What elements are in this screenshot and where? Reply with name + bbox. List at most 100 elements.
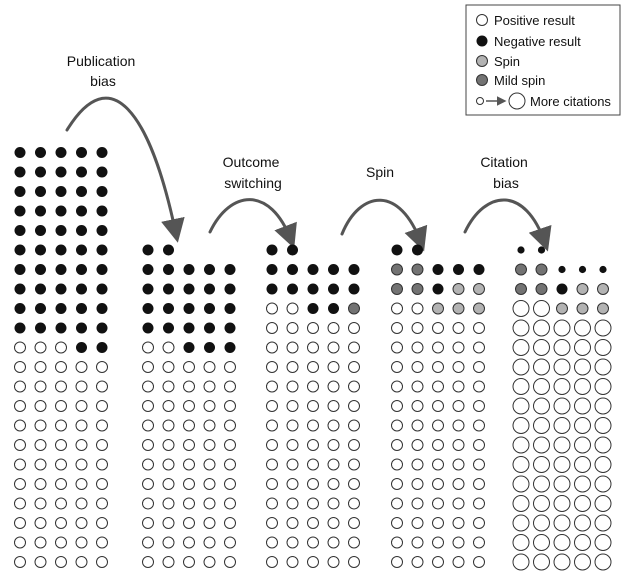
positive-dot bbox=[594, 417, 612, 434]
positive-dot bbox=[594, 495, 612, 512]
positive-dot bbox=[14, 400, 26, 412]
negative-dot bbox=[35, 225, 46, 236]
negative-dot bbox=[35, 264, 46, 275]
mild-spin-dot bbox=[515, 263, 527, 276]
positive-dot bbox=[473, 400, 485, 412]
positive-dot bbox=[391, 341, 403, 354]
positive-dot bbox=[286, 458, 299, 471]
negative-dot bbox=[266, 283, 278, 295]
positive-dot bbox=[142, 478, 154, 490]
negative-dot bbox=[76, 283, 87, 295]
positive-dot bbox=[574, 417, 591, 434]
positive-dot bbox=[411, 458, 424, 471]
positive-dot bbox=[307, 517, 319, 529]
positive-dot bbox=[411, 556, 424, 568]
negative-dot bbox=[453, 264, 464, 275]
positive-dot bbox=[307, 458, 319, 471]
positive-dot bbox=[224, 556, 236, 568]
positive-dot bbox=[75, 517, 88, 529]
negative-dot bbox=[183, 283, 195, 295]
positive-dot bbox=[553, 495, 571, 512]
negative-dot bbox=[142, 264, 154, 275]
positive-dot bbox=[411, 380, 424, 393]
negative-dot bbox=[204, 283, 215, 295]
positive-dot bbox=[307, 322, 319, 334]
positive-dot bbox=[391, 517, 403, 529]
negative-dot bbox=[35, 283, 46, 295]
positive-dot bbox=[14, 556, 26, 568]
positive-dot bbox=[266, 380, 278, 393]
positive-dot bbox=[55, 341, 67, 354]
positive-dot bbox=[473, 497, 485, 510]
positive-dot bbox=[327, 341, 340, 354]
positive-dot bbox=[512, 417, 530, 434]
negative-dot bbox=[96, 147, 108, 158]
positive-dot bbox=[411, 302, 424, 315]
positive-dot bbox=[34, 341, 47, 354]
positive-dot bbox=[55, 517, 67, 529]
negative-dot bbox=[266, 244, 278, 256]
positive-dot bbox=[75, 556, 88, 568]
positive-dot bbox=[142, 556, 154, 568]
negative-dot bbox=[556, 283, 568, 295]
positive-dot bbox=[594, 436, 612, 454]
negative-dot bbox=[14, 244, 26, 256]
positive-dot bbox=[266, 322, 278, 334]
positive-dot bbox=[512, 397, 530, 415]
negative-dot bbox=[76, 186, 87, 197]
negative-dot bbox=[183, 264, 195, 275]
positive-dot bbox=[203, 458, 216, 471]
positive-dot bbox=[75, 439, 88, 451]
positive-dot bbox=[452, 458, 465, 471]
positive-dot bbox=[142, 439, 154, 451]
positive-dot bbox=[266, 439, 278, 451]
positive-dot bbox=[286, 380, 299, 393]
negative-dot bbox=[76, 303, 87, 314]
negative-dot bbox=[76, 342, 87, 353]
positive-dot bbox=[307, 380, 319, 393]
positive-dot bbox=[432, 361, 444, 373]
positive-dot bbox=[75, 400, 88, 412]
negative-dot bbox=[578, 265, 587, 274]
positive-dot bbox=[473, 322, 485, 334]
positive-dot bbox=[96, 458, 108, 471]
positive-dot bbox=[162, 341, 175, 354]
positive-dot bbox=[14, 536, 26, 549]
positive-dot bbox=[327, 419, 340, 432]
stage-label-publication-bias: Publication bias bbox=[67, 53, 139, 89]
positive-dot bbox=[162, 536, 175, 549]
positive-dot bbox=[183, 458, 195, 471]
positive-dot bbox=[183, 439, 195, 451]
positive-dot bbox=[75, 536, 88, 549]
positive-dot bbox=[203, 361, 216, 373]
positive-dot bbox=[286, 322, 299, 334]
positive-dot bbox=[34, 458, 47, 471]
positive-dot bbox=[533, 456, 550, 473]
positive-dot bbox=[432, 536, 444, 549]
positive-dot bbox=[533, 436, 550, 454]
positive-dot bbox=[183, 497, 195, 510]
positive-dot bbox=[432, 380, 444, 393]
mild-spin-dot bbox=[411, 263, 424, 276]
spin-dot bbox=[473, 283, 485, 295]
arrow-publication-bias bbox=[65, 96, 185, 243]
positive-dot bbox=[473, 439, 485, 451]
positive-dot bbox=[391, 400, 403, 412]
dot-grid-all-trials bbox=[14, 147, 108, 568]
positive-dot bbox=[473, 361, 485, 373]
legend-mild-spin-label: Mild spin bbox=[494, 73, 545, 88]
positive-dot bbox=[203, 517, 216, 529]
positive-dot bbox=[14, 419, 26, 432]
legend-positive-icon bbox=[476, 14, 488, 26]
negative-dot bbox=[266, 264, 278, 275]
positive-dot bbox=[224, 536, 236, 549]
positive-dot bbox=[96, 361, 108, 373]
positive-dot bbox=[327, 536, 340, 549]
negative-dot bbox=[14, 225, 26, 236]
positive-dot bbox=[142, 497, 154, 510]
spin-dot bbox=[556, 302, 568, 315]
positive-dot bbox=[75, 497, 88, 510]
positive-dot bbox=[327, 458, 340, 471]
spin-dot bbox=[576, 302, 589, 315]
positive-dot bbox=[162, 478, 175, 490]
